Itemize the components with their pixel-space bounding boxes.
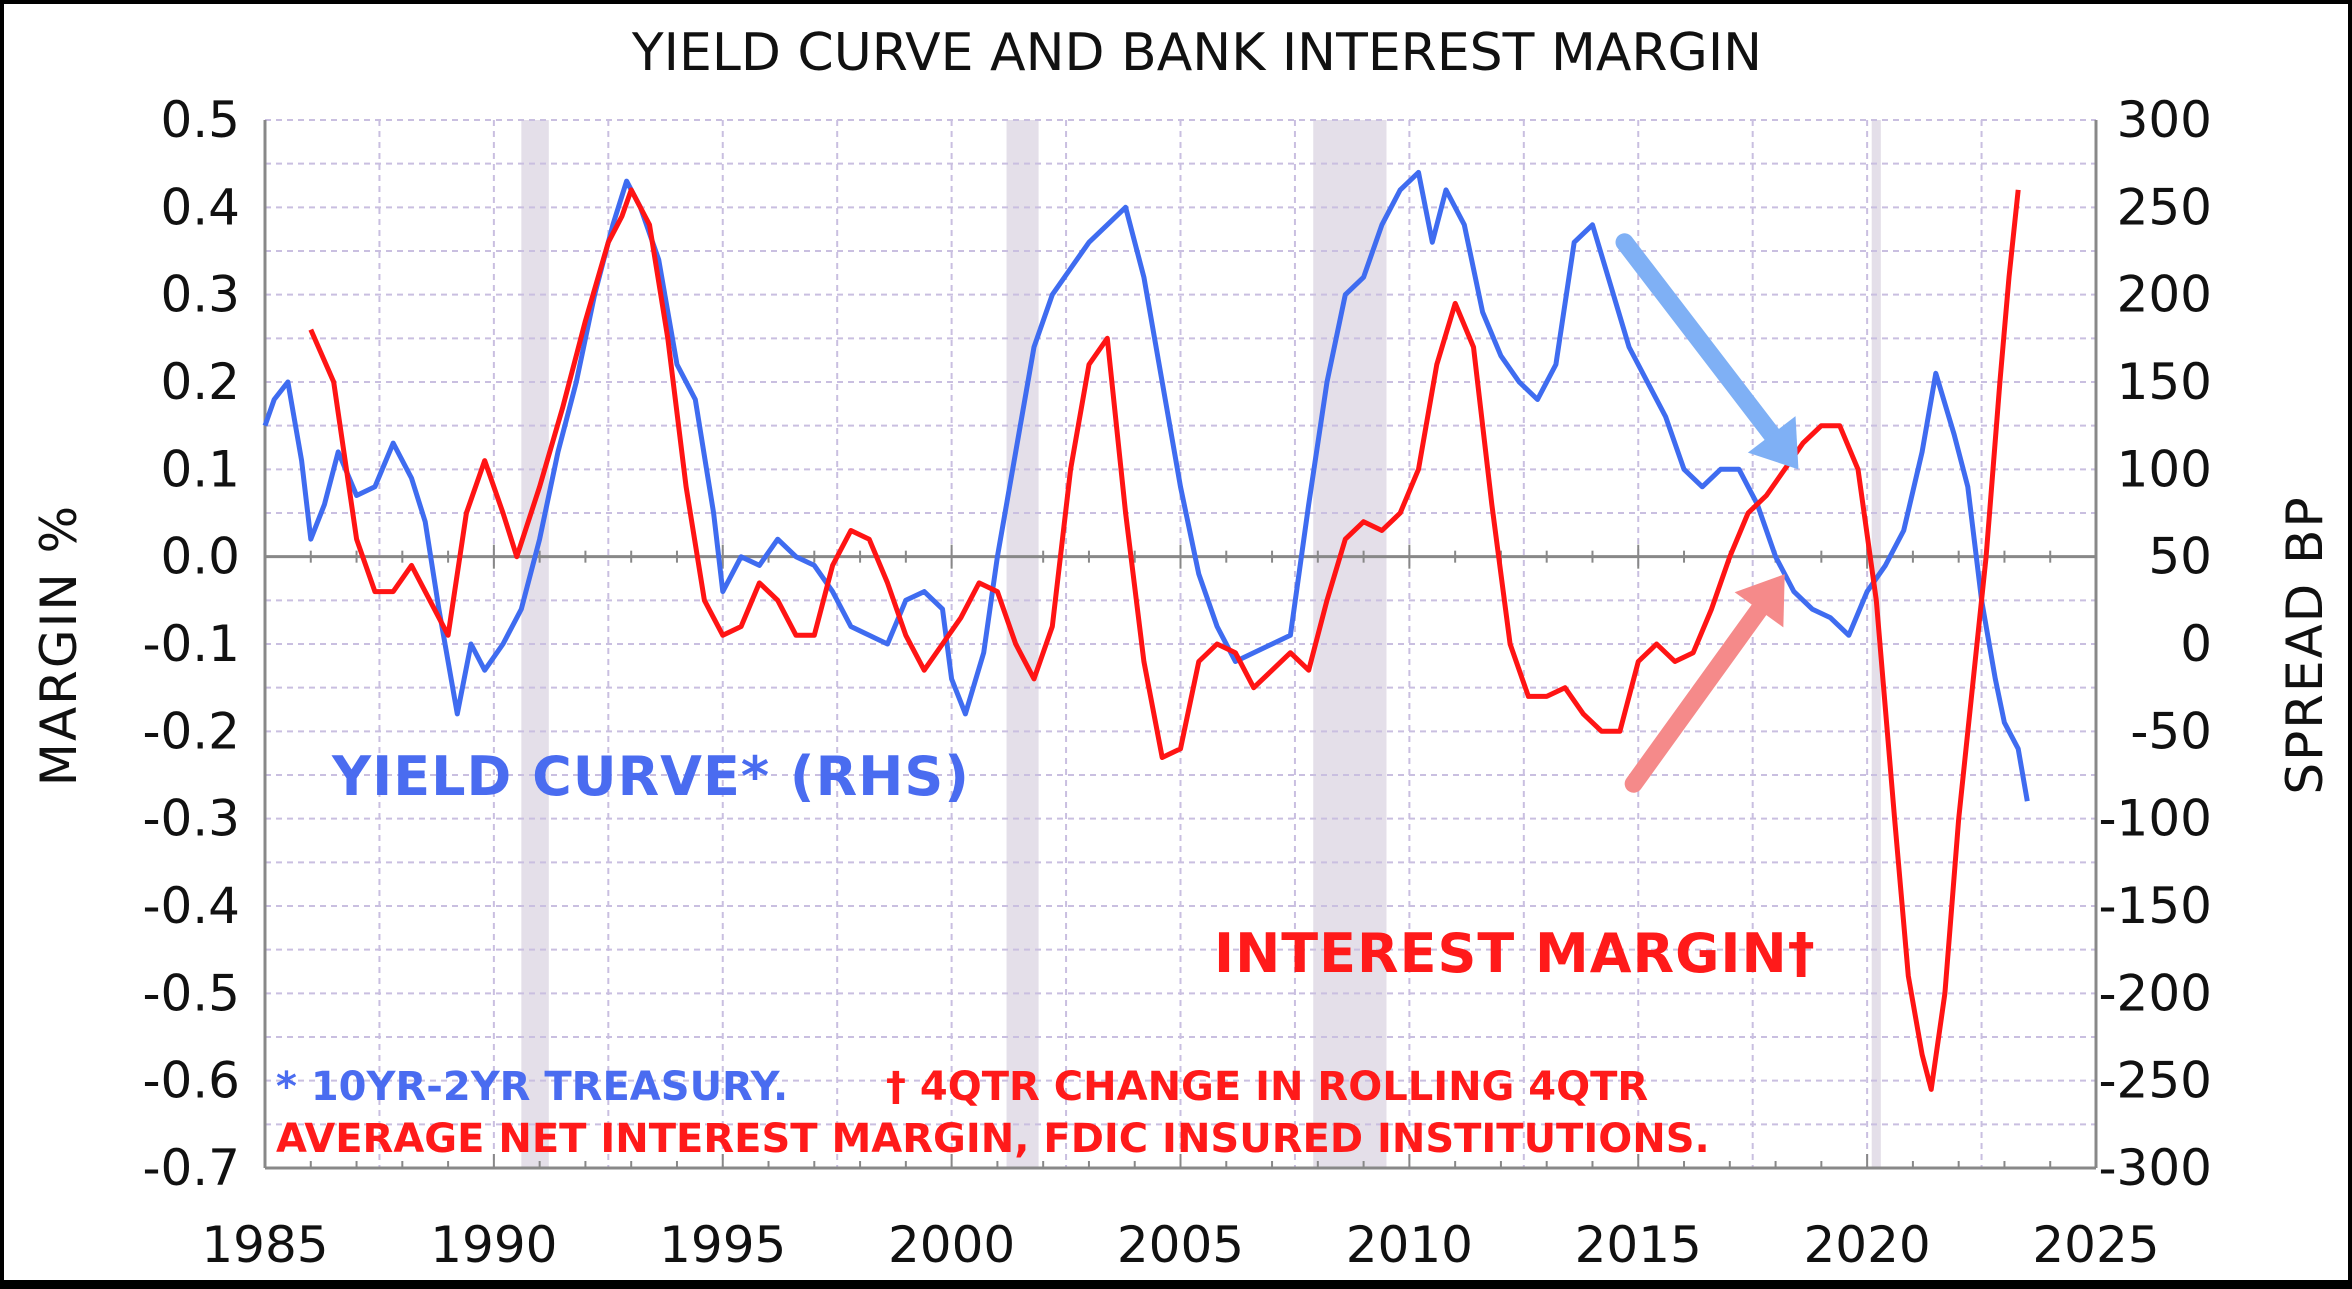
y-left-tick-label: -0.5: [142, 964, 240, 1022]
y-left-tick-label: -0.1: [142, 615, 240, 673]
tick-labels: 1985 1990 1995 2000 2005 2010 2015 2020 20250.50…: [142, 91, 2212, 1274]
series: [262, 169, 2030, 1092]
y-right-tick-label: -100: [2099, 790, 2212, 848]
trend-arrow-shaft-2: [1624, 600, 1769, 793]
y-left-tick-label: -0.6: [142, 1052, 240, 1110]
y-right-tick-label: 100: [2117, 440, 2212, 498]
y-left-tick-label: 0.0: [160, 528, 240, 586]
footnote-margin-definition: † 4QTR CHANGE IN ROLLING 4QTR: [886, 1064, 1648, 1110]
x-tick-label: 2015: [1575, 1216, 1702, 1274]
yield-curve-annotation: YIELD CURVE* (RHS): [331, 745, 970, 808]
y-right-tick-label: 0: [2180, 615, 2212, 673]
footnote-yield-definition: * 10YR-2YR TREASURY.: [276, 1064, 788, 1110]
x-tick-label: 2010: [1346, 1216, 1473, 1274]
y-left-tick-label: -0.4: [142, 877, 240, 935]
trend-arrow-head-2: [1734, 574, 1785, 628]
y-left-tick-label: 0.1: [160, 440, 240, 498]
x-tick-label: 2005: [1117, 1216, 1244, 1274]
left-axis-label: MARGIN %: [30, 504, 88, 786]
y-right-tick-label: -150: [2099, 877, 2212, 935]
y-right-tick-label: 250: [2117, 178, 2212, 236]
y-right-tick-label: -250: [2099, 1052, 2212, 1110]
y-right-tick-label: 150: [2117, 353, 2212, 411]
interest-margin-line: [308, 187, 2021, 1092]
x-tick-label: 2025: [2032, 1216, 2159, 1274]
x-tick-label: 1990: [430, 1216, 557, 1274]
trend-arrow-head-1: [1747, 416, 1799, 470]
y-left-tick-label: 0.4: [160, 178, 240, 236]
y-left-tick-label: -0.7: [142, 1139, 240, 1197]
y-right-tick-label: -50: [2130, 702, 2212, 760]
chart-background: [4, 4, 2348, 1280]
y-right-tick-label: 50: [2148, 528, 2212, 586]
y-right-tick-label: -300: [2099, 1139, 2212, 1197]
y-left-tick-label: 0.3: [160, 266, 240, 324]
x-tick-label: 1985: [201, 1216, 328, 1274]
chart-title: YIELD CURVE AND BANK INTEREST MARGIN: [631, 23, 1762, 83]
x-tick-label: 1995: [659, 1216, 786, 1274]
y-left-tick-label: 0.2: [160, 353, 240, 411]
interest-margin-annotation: INTEREST MARGIN†: [1214, 922, 1816, 985]
right-axis-label: SPREAD BP: [2276, 495, 2334, 794]
y-right-tick-label: 200: [2117, 266, 2212, 324]
x-tick-label: 2000: [888, 1216, 1015, 1274]
trend-arrow-shaft-1: [1615, 233, 1781, 444]
y-left-tick-label: -0.2: [142, 702, 240, 760]
y-left-tick-label: -0.3: [142, 790, 240, 848]
recession-band-2: [1006, 120, 1039, 1168]
axes: [263, 120, 2098, 1170]
trend-arrows: [1615, 233, 1799, 793]
footnote-margin-source: AVERAGE NET INTEREST MARGIN, FDIC INSURE…: [276, 1116, 1710, 1162]
y-left-tick-label: 0.5: [160, 91, 240, 149]
yield-curve-line: [262, 169, 2030, 802]
x-tick-label: 2020: [1804, 1216, 1931, 1274]
y-right-tick-label: 300: [2117, 91, 2212, 149]
y-right-tick-label: -200: [2099, 964, 2212, 1022]
